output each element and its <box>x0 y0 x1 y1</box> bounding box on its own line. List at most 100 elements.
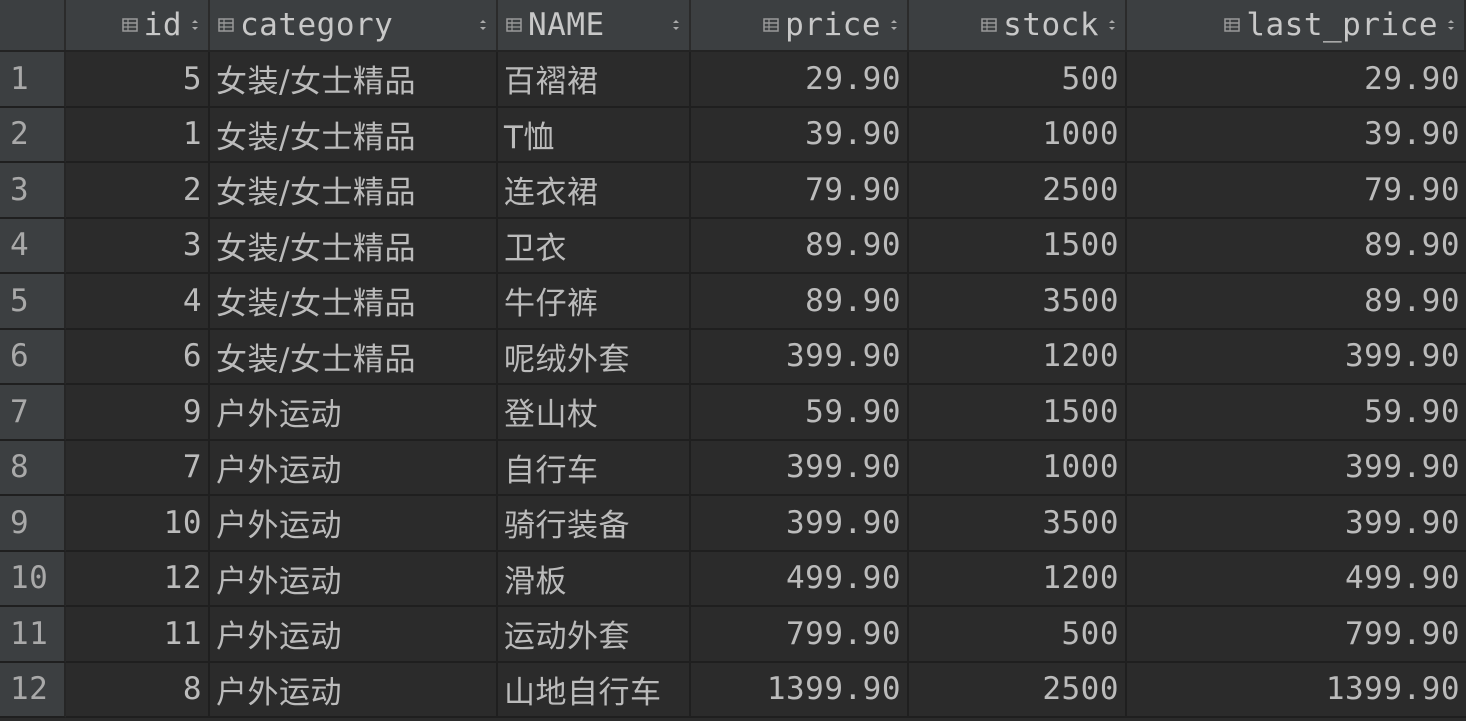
cell-name[interactable]: 登山杖 <box>498 385 691 441</box>
row-number[interactable]: 12 <box>0 662 66 718</box>
cell-category[interactable]: 女装/女士精品 <box>210 274 498 330</box>
cell-stock[interactable]: 1500 <box>909 218 1127 274</box>
cell-name[interactable]: 牛仔裤 <box>498 274 691 330</box>
cell-price[interactable]: 89.90 <box>691 274 909 330</box>
sort-arrows-icon[interactable] <box>889 18 899 32</box>
table-row[interactable]: 11 11 户外运动 运动外套 799.90 500 799.90 <box>0 607 1466 663</box>
cell-id[interactable]: 5 <box>66 52 210 108</box>
cell-name[interactable]: 连衣裙 <box>498 163 691 219</box>
cell-stock[interactable]: 500 <box>909 607 1127 663</box>
cell-last-price[interactable]: 499.90 <box>1127 551 1466 607</box>
row-number[interactable]: 6 <box>0 329 66 385</box>
cell-price[interactable]: 499.90 <box>691 551 909 607</box>
cell-name[interactable]: 自行车 <box>498 440 691 496</box>
sort-arrows-icon[interactable] <box>478 18 488 32</box>
cell-category[interactable]: 户外运动 <box>210 662 498 718</box>
cell-category[interactable]: 女装/女士精品 <box>210 218 498 274</box>
cell-stock[interactable]: 1500 <box>909 385 1127 441</box>
column-header-last-price[interactable]: last_price <box>1127 0 1466 50</box>
cell-last-price[interactable]: 89.90 <box>1127 274 1466 330</box>
cell-price[interactable]: 1399.90 <box>691 662 909 718</box>
cell-price[interactable]: 79.90 <box>691 163 909 219</box>
table-row[interactable]: 12 8 户外运动 山地自行车 1399.90 2500 1399.90 <box>0 662 1466 718</box>
cell-price[interactable]: 89.90 <box>691 218 909 274</box>
table-row[interactable]: 2 1 女装/女士精品 T恤 39.90 1000 39.90 <box>0 107 1466 163</box>
column-header-id[interactable]: id <box>66 0 210 50</box>
cell-id[interactable]: 2 <box>66 163 210 219</box>
sort-arrows-icon[interactable] <box>1107 18 1117 32</box>
cell-name[interactable]: 滑板 <box>498 551 691 607</box>
cell-id[interactable]: 8 <box>66 662 210 718</box>
cell-id[interactable]: 4 <box>66 274 210 330</box>
cell-last-price[interactable]: 799.90 <box>1127 607 1466 663</box>
cell-price[interactable]: 399.90 <box>691 440 909 496</box>
row-number[interactable]: 5 <box>0 274 66 330</box>
sort-arrows-icon[interactable] <box>1446 18 1456 32</box>
cell-name[interactable]: 运动外套 <box>498 607 691 663</box>
cell-name[interactable]: 骑行装备 <box>498 496 691 552</box>
row-number[interactable]: 1 <box>0 52 66 108</box>
cell-price[interactable]: 399.90 <box>691 496 909 552</box>
cell-id[interactable]: 1 <box>66 107 210 163</box>
cell-name[interactable]: 卫衣 <box>498 218 691 274</box>
cell-category[interactable]: 女装/女士精品 <box>210 163 498 219</box>
cell-price[interactable]: 399.90 <box>691 329 909 385</box>
cell-id[interactable]: 11 <box>66 607 210 663</box>
column-header-price[interactable]: price <box>691 0 909 50</box>
cell-last-price[interactable]: 1399.90 <box>1127 662 1466 718</box>
cell-last-price[interactable]: 79.90 <box>1127 163 1466 219</box>
cell-last-price[interactable]: 399.90 <box>1127 440 1466 496</box>
table-row[interactable]: 3 2 女装/女士精品 连衣裙 79.90 2500 79.90 <box>0 163 1466 219</box>
row-number[interactable]: 7 <box>0 385 66 441</box>
cell-stock[interactable]: 1200 <box>909 329 1127 385</box>
cell-last-price[interactable]: 399.90 <box>1127 496 1466 552</box>
row-number[interactable]: 11 <box>0 607 66 663</box>
cell-category[interactable]: 户外运动 <box>210 607 498 663</box>
row-number[interactable]: 3 <box>0 163 66 219</box>
table-row[interactable]: 4 3 女装/女士精品 卫衣 89.90 1500 89.90 <box>0 218 1466 274</box>
cell-price[interactable]: 29.90 <box>691 52 909 108</box>
cell-stock[interactable]: 1000 <box>909 107 1127 163</box>
cell-category[interactable]: 户外运动 <box>210 551 498 607</box>
sort-arrows-icon[interactable] <box>190 18 200 32</box>
cell-stock[interactable]: 2500 <box>909 662 1127 718</box>
table-row[interactable]: 5 4 女装/女士精品 牛仔裤 89.90 3500 89.90 <box>0 274 1466 330</box>
cell-price[interactable]: 39.90 <box>691 107 909 163</box>
cell-name[interactable]: 山地自行车 <box>498 662 691 718</box>
table-row[interactable]: 10 12 户外运动 滑板 499.90 1200 499.90 <box>0 551 1466 607</box>
cell-id[interactable]: 6 <box>66 329 210 385</box>
cell-price[interactable]: 799.90 <box>691 607 909 663</box>
cell-category[interactable]: 户外运动 <box>210 496 498 552</box>
cell-name[interactable]: 百褶裙 <box>498 52 691 108</box>
cell-id[interactable]: 12 <box>66 551 210 607</box>
cell-stock[interactable]: 2500 <box>909 163 1127 219</box>
cell-category[interactable]: 户外运动 <box>210 440 498 496</box>
cell-stock[interactable]: 3500 <box>909 496 1127 552</box>
cell-last-price[interactable]: 89.90 <box>1127 218 1466 274</box>
cell-stock[interactable]: 1200 <box>909 551 1127 607</box>
column-header-category[interactable]: category <box>210 0 498 50</box>
cell-id[interactable]: 7 <box>66 440 210 496</box>
cell-category[interactable]: 户外运动 <box>210 385 498 441</box>
cell-id[interactable]: 10 <box>66 496 210 552</box>
row-number[interactable]: 2 <box>0 107 66 163</box>
cell-price[interactable]: 59.90 <box>691 385 909 441</box>
cell-category[interactable]: 女装/女士精品 <box>210 329 498 385</box>
row-number[interactable]: 4 <box>0 218 66 274</box>
row-number[interactable]: 8 <box>0 440 66 496</box>
row-number[interactable]: 9 <box>0 496 66 552</box>
table-row[interactable]: 9 10 户外运动 骑行装备 399.90 3500 399.90 <box>0 496 1466 552</box>
table-row[interactable]: 1 5 女装/女士精品 百褶裙 29.90 500 29.90 <box>0 52 1466 108</box>
cell-stock[interactable]: 3500 <box>909 274 1127 330</box>
cell-name[interactable]: 呢绒外套 <box>498 329 691 385</box>
row-number[interactable]: 10 <box>0 551 66 607</box>
cell-name[interactable]: T恤 <box>498 107 691 163</box>
sort-arrows-icon[interactable] <box>671 18 681 32</box>
cell-last-price[interactable]: 59.90 <box>1127 385 1466 441</box>
cell-category[interactable]: 女装/女士精品 <box>210 107 498 163</box>
column-header-name[interactable]: NAME <box>498 0 691 50</box>
cell-last-price[interactable]: 399.90 <box>1127 329 1466 385</box>
table-row[interactable]: 7 9 户外运动 登山杖 59.90 1500 59.90 <box>0 385 1466 441</box>
column-header-stock[interactable]: stock <box>909 0 1127 50</box>
cell-last-price[interactable]: 29.90 <box>1127 52 1466 108</box>
